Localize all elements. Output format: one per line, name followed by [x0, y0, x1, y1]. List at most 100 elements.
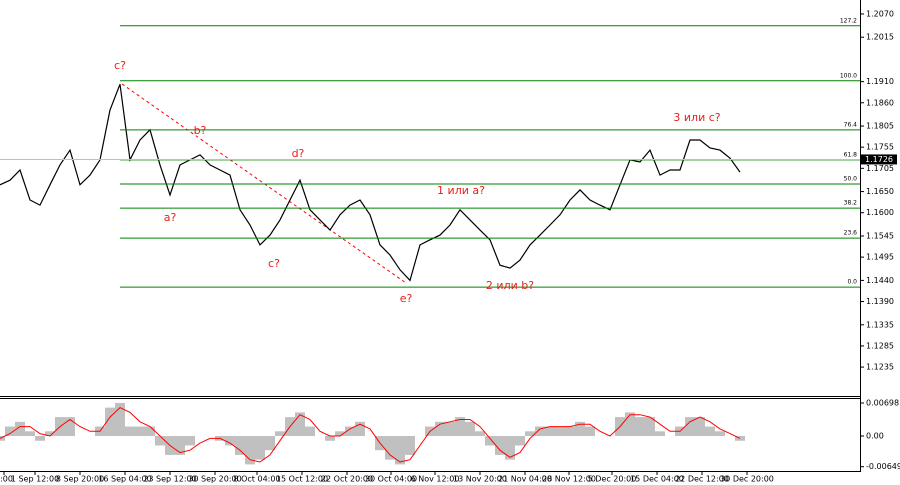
x-tick-label: 15 Dec 04:00 — [630, 475, 684, 484]
y-tick-label: 1.1805 — [866, 122, 894, 131]
wave-label: d? — [292, 147, 305, 160]
histogram-bar — [625, 412, 635, 437]
histogram-bar — [325, 436, 335, 441]
histogram-bar — [715, 431, 725, 437]
wave-label: c? — [114, 59, 126, 72]
histogram-bar — [305, 426, 315, 437]
y-tick-label: 1.1440 — [866, 276, 894, 285]
histogram-bar — [5, 426, 15, 437]
y-tick-label: 1.1755 — [866, 143, 894, 152]
histogram-bar — [155, 436, 165, 446]
histogram-bar — [435, 421, 445, 437]
histogram-bar — [645, 417, 655, 437]
histogram-bar — [255, 436, 265, 460]
y-tick-label: 1.1705 — [866, 164, 894, 173]
histogram-bar — [0, 436, 5, 441]
y-tick-label: 1.2015 — [866, 33, 894, 42]
histogram-bar — [445, 421, 455, 437]
histogram-bar — [295, 412, 305, 437]
y-tick-label: 1.1495 — [866, 253, 894, 262]
x-tick-label: 6 Nov 12:00 — [411, 475, 460, 484]
histogram-bar — [685, 417, 695, 437]
wave-label: e? — [400, 292, 413, 305]
histogram-bar — [555, 426, 565, 437]
y-tick-label: 0.00 — [866, 432, 884, 441]
y-tick-label: 0.00698 — [866, 399, 899, 408]
x-tick-label: 16 Sep 04:00 — [98, 475, 151, 484]
histogram-bar — [455, 417, 465, 437]
y-tick-label: 1.1910 — [866, 77, 894, 86]
y-tick-label: 1.1600 — [866, 208, 894, 217]
x-tick-label: 30 Dec 20:00 — [720, 475, 774, 484]
histogram-bar — [45, 431, 55, 437]
x-tick-label: 15 Oct 12:00 — [276, 475, 328, 484]
histogram-bar — [15, 421, 25, 437]
x-tick-label: 30 Sep 20:00 — [188, 475, 241, 484]
x-tick-label: 23 Sep 12:00 — [143, 475, 196, 484]
fib-level-label: 0.0 — [847, 279, 857, 286]
histogram-bar — [275, 431, 285, 437]
histogram-bar — [525, 431, 535, 437]
fib-level-label: 127.2 — [840, 17, 857, 24]
histogram-bar — [185, 436, 195, 446]
histogram-bar — [575, 421, 585, 437]
histogram-bar — [35, 436, 45, 441]
x-tick-label: 28 Nov 12:00 — [542, 475, 596, 484]
x-tick-label: 30 Oct 04:00 — [365, 475, 417, 484]
fib-level-label: 50.0 — [844, 175, 858, 182]
histogram-bar — [505, 436, 515, 460]
fib-level-label: 23.6 — [844, 230, 858, 237]
histogram-bar — [515, 436, 525, 446]
wave-label: 3 или c? — [673, 111, 720, 124]
y-tick-label: 1.1285 — [866, 341, 894, 350]
histogram-bar — [695, 417, 705, 437]
histogram-bar — [175, 436, 185, 455]
histogram-bar — [535, 426, 545, 437]
histogram-bar — [495, 436, 505, 455]
wave-label: c? — [268, 257, 280, 270]
y-tick-label: 1.1390 — [866, 297, 894, 306]
fib-level-label: 38.2 — [844, 200, 858, 207]
histogram-bar — [565, 426, 575, 437]
histogram-bar — [545, 426, 555, 437]
x-tick-label: 4:00 — [0, 475, 13, 484]
histogram-bar — [145, 426, 155, 437]
histogram-bar — [65, 417, 75, 437]
histogram-bar — [235, 436, 245, 455]
histogram-bar — [585, 426, 595, 437]
y-tick-label: 1.1335 — [866, 320, 894, 329]
x-tick-label: 21 Nov 04:00 — [498, 475, 552, 484]
y-tick-label: 1.1650 — [866, 187, 894, 196]
fib-level-label: 76.4 — [844, 121, 858, 128]
fib-level-label: 61.8 — [844, 151, 858, 158]
histogram-bar — [385, 436, 395, 460]
histogram-bar — [265, 436, 275, 451]
wave-label: b? — [194, 124, 207, 137]
x-tick-label: 1 Sep 12:00 — [11, 475, 59, 484]
x-tick-label: 13 Nov 20:00 — [453, 475, 507, 484]
histogram-bar — [465, 421, 475, 437]
price-line — [0, 83, 741, 282]
histogram-bar — [405, 436, 415, 455]
trend-line — [121, 83, 407, 284]
fib-level-label: 100.0 — [840, 72, 857, 79]
histogram-bar — [655, 431, 665, 437]
histogram-bar — [395, 436, 405, 465]
histogram-bar — [105, 407, 115, 437]
y-tick-label: 1.1235 — [866, 363, 894, 372]
histogram-bar — [635, 417, 645, 437]
wave-label: 1 или a? — [437, 184, 485, 197]
x-tick-label: 22 Oct 20:00 — [321, 475, 373, 484]
wave-label: a? — [164, 211, 177, 224]
histogram-bar — [475, 431, 485, 437]
x-tick-label: 8 Oct 04:00 — [233, 475, 280, 484]
last-price-label: 1.1726 — [865, 155, 893, 164]
y-tick-label: 1.2070 — [866, 9, 894, 18]
x-tick-label: 22 Dec 12:00 — [675, 475, 729, 484]
wave-label: 2 или b? — [486, 279, 534, 292]
histogram-bar — [245, 436, 255, 465]
x-tick-label: 8 Sep 20:00 — [56, 475, 104, 484]
histogram-bar — [25, 431, 35, 437]
histogram-bar — [225, 436, 235, 446]
